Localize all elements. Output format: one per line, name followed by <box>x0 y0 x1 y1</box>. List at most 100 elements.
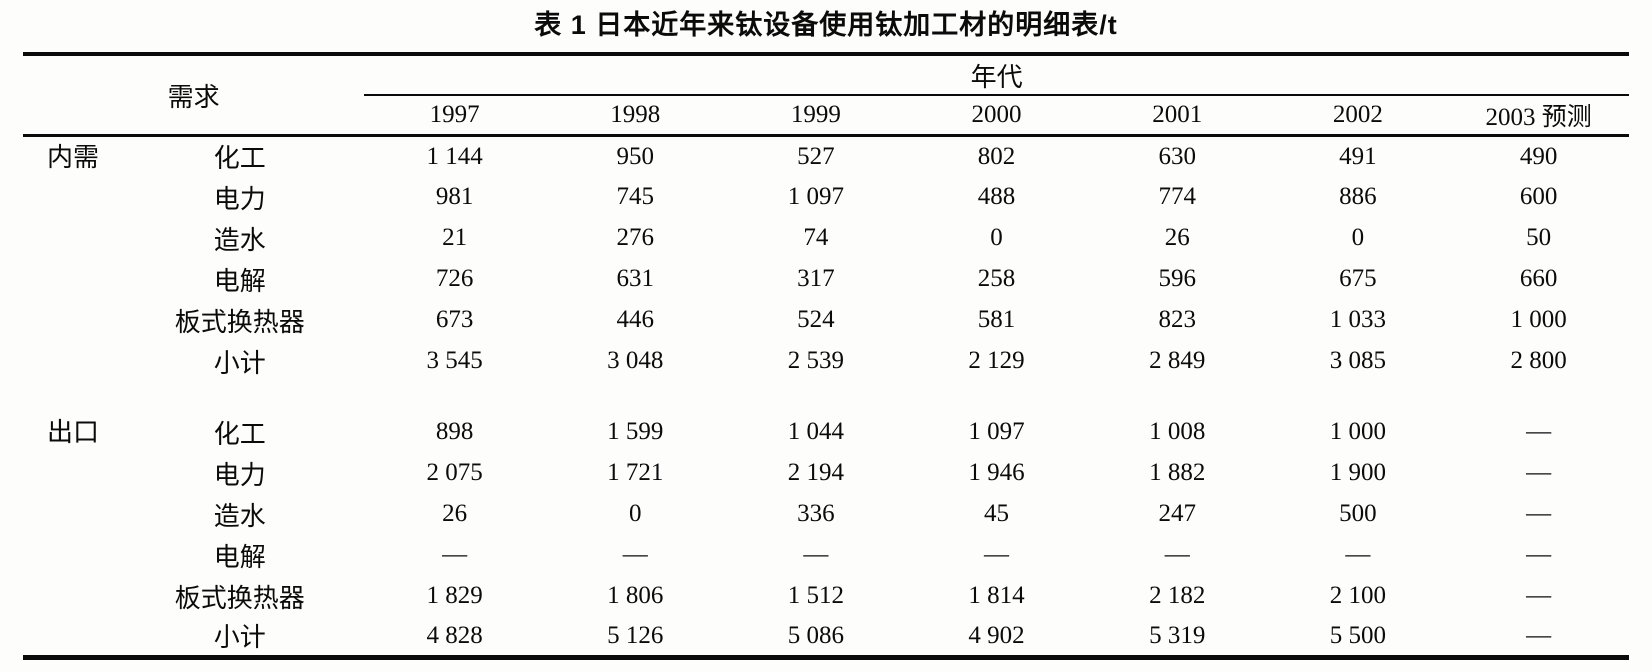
value-cell: 1 008 <box>1149 418 1206 445</box>
value-cell: 1 814 <box>968 582 1025 609</box>
value-cell: 2 182 <box>1149 582 1206 609</box>
header-row-years: 1997 1998 1999 2000 2001 2002 2003 预测 <box>23 95 1629 137</box>
value-cell: 950 <box>616 142 654 170</box>
value-cell: — <box>1526 418 1552 445</box>
value-cell: — <box>1526 541 1552 568</box>
value-cell: 317 <box>797 265 835 292</box>
category-cell: 化工 <box>213 419 266 449</box>
group-label: 内需 <box>47 143 100 172</box>
value-cell: 1 721 <box>607 459 664 486</box>
year-header: 1997 <box>364 95 545 137</box>
value-cell: — <box>1526 459 1552 486</box>
data-table: 需求 年代 1997 1998 1999 2000 2001 2002 2003… <box>23 52 1629 660</box>
category-cell: 电力 <box>213 184 266 214</box>
value-cell: 1 033 <box>1329 306 1386 333</box>
value-cell: 1 946 <box>968 459 1025 486</box>
table-row: 电力 2 075 1 721 2 194 1 946 1 882 1 900 — <box>23 453 1629 494</box>
value-cell: 336 <box>797 500 835 527</box>
value-cell: 886 <box>1339 183 1377 210</box>
table-row: 出口 化工 898 1 599 1 044 1 097 1 008 1 000 — <box>23 412 1629 453</box>
value-cell: 745 <box>616 183 654 210</box>
value-cell: 726 <box>435 265 474 292</box>
category-cell: 造水 <box>213 501 266 531</box>
value-cell: — <box>1164 541 1190 568</box>
value-cell: 50 <box>1526 224 1552 251</box>
value-cell: 26 <box>442 500 468 527</box>
category-cell: 小计 <box>213 623 266 653</box>
value-cell: 488 <box>977 183 1016 210</box>
value-cell: — <box>1526 500 1552 527</box>
value-cell: 774 <box>1158 183 1196 210</box>
year-header: 1998 <box>544 95 726 137</box>
value-cell: 2 100 <box>1329 582 1386 609</box>
value-cell: 26 <box>1164 224 1190 251</box>
value-cell: — <box>622 541 648 568</box>
value-cell: — <box>1345 541 1371 568</box>
value-cell: 21 <box>442 224 468 251</box>
category-cell: 电力 <box>213 460 266 490</box>
value-cell: 527 <box>797 142 835 170</box>
spacer-cell <box>23 382 1629 412</box>
group-label: 出口 <box>47 417 100 447</box>
year-header: 2003 预测 <box>1448 95 1629 137</box>
value-cell: 3 545 <box>426 347 483 374</box>
value-cell: — <box>1526 621 1552 649</box>
table-row: 造水 26 0 336 45 247 500 — <box>23 494 1629 535</box>
value-cell: 276 <box>616 224 654 251</box>
year-header: 2001 <box>1086 95 1268 137</box>
table-row: 电解 — — — — — — — <box>23 535 1629 576</box>
value-cell: 631 <box>616 265 654 292</box>
value-cell: 3 085 <box>1329 347 1386 374</box>
value-cell: 2 129 <box>968 347 1025 374</box>
value-cell: 1 599 <box>607 418 664 445</box>
value-cell: 0 <box>990 224 1003 251</box>
value-cell: 4 828 <box>426 621 483 649</box>
value-cell: 898 <box>435 418 474 445</box>
value-cell: 2 539 <box>787 347 845 374</box>
year-header: 2000 <box>906 95 1087 137</box>
table-body: 内需 化工 1 144 950 527 802 630 491 490 电力 981 745 1 097… <box>23 136 1629 658</box>
category-cell: 小计 <box>213 348 266 378</box>
era-header: 年代 <box>364 54 1629 96</box>
value-cell: 1 900 <box>1329 459 1386 486</box>
value-cell: 600 <box>1519 183 1558 210</box>
category-cell: 电解 <box>213 542 266 572</box>
header-row-top: 需求 年代 <box>23 54 1629 137</box>
value-cell: 4 902 <box>968 621 1025 649</box>
value-cell: 1 044 <box>787 418 845 445</box>
category-cell: 电解 <box>213 266 266 296</box>
value-cell: 802 <box>977 142 1016 170</box>
category-cell: 板式换热器 <box>174 307 305 337</box>
category-cell: 化工 <box>213 144 266 174</box>
table-row: 电解 726 631 317 258 596 675 660 <box>23 259 1629 300</box>
value-cell: 2 849 <box>1149 347 1206 374</box>
value-cell: 596 <box>1158 265 1196 292</box>
value-cell: 1 000 <box>1329 418 1386 445</box>
value-cell: 5 319 <box>1149 621 1206 649</box>
table-row: 内需 化工 1 144 950 527 802 630 491 490 <box>23 136 1629 177</box>
value-cell: 1 144 <box>426 142 483 170</box>
table-row: 小计 4 828 5 126 5 086 4 902 5 319 5 500 — <box>23 617 1629 658</box>
value-cell: 673 <box>435 306 474 333</box>
value-cell: 5 086 <box>787 621 845 649</box>
value-cell: 5 500 <box>1329 621 1386 649</box>
value-cell: 581 <box>977 306 1016 333</box>
value-cell: 524 <box>797 306 835 333</box>
value-cell: 1 097 <box>968 418 1025 445</box>
value-cell: 675 <box>1339 265 1377 292</box>
demand-header: 需求 <box>23 54 365 137</box>
value-cell: 3 048 <box>607 347 664 374</box>
value-cell: 491 <box>1339 142 1377 170</box>
value-cell: 823 <box>1158 306 1196 333</box>
value-cell: 630 <box>1158 142 1196 170</box>
table-row: 小计 3 545 3 048 2 539 2 129 2 849 3 085 2 800 <box>23 341 1629 382</box>
table-row: 电力 981 745 1 097 488 774 886 600 <box>23 177 1629 218</box>
value-cell: — <box>442 541 468 568</box>
table-row: 板式换热器 673 446 524 581 823 1 033 1 000 <box>23 300 1629 341</box>
value-cell: 45 <box>984 500 1010 527</box>
value-cell: 981 <box>435 183 474 210</box>
value-cell: 74 <box>803 224 829 251</box>
year-header: 1999 <box>725 95 907 137</box>
value-cell: 1 882 <box>1149 459 1206 486</box>
